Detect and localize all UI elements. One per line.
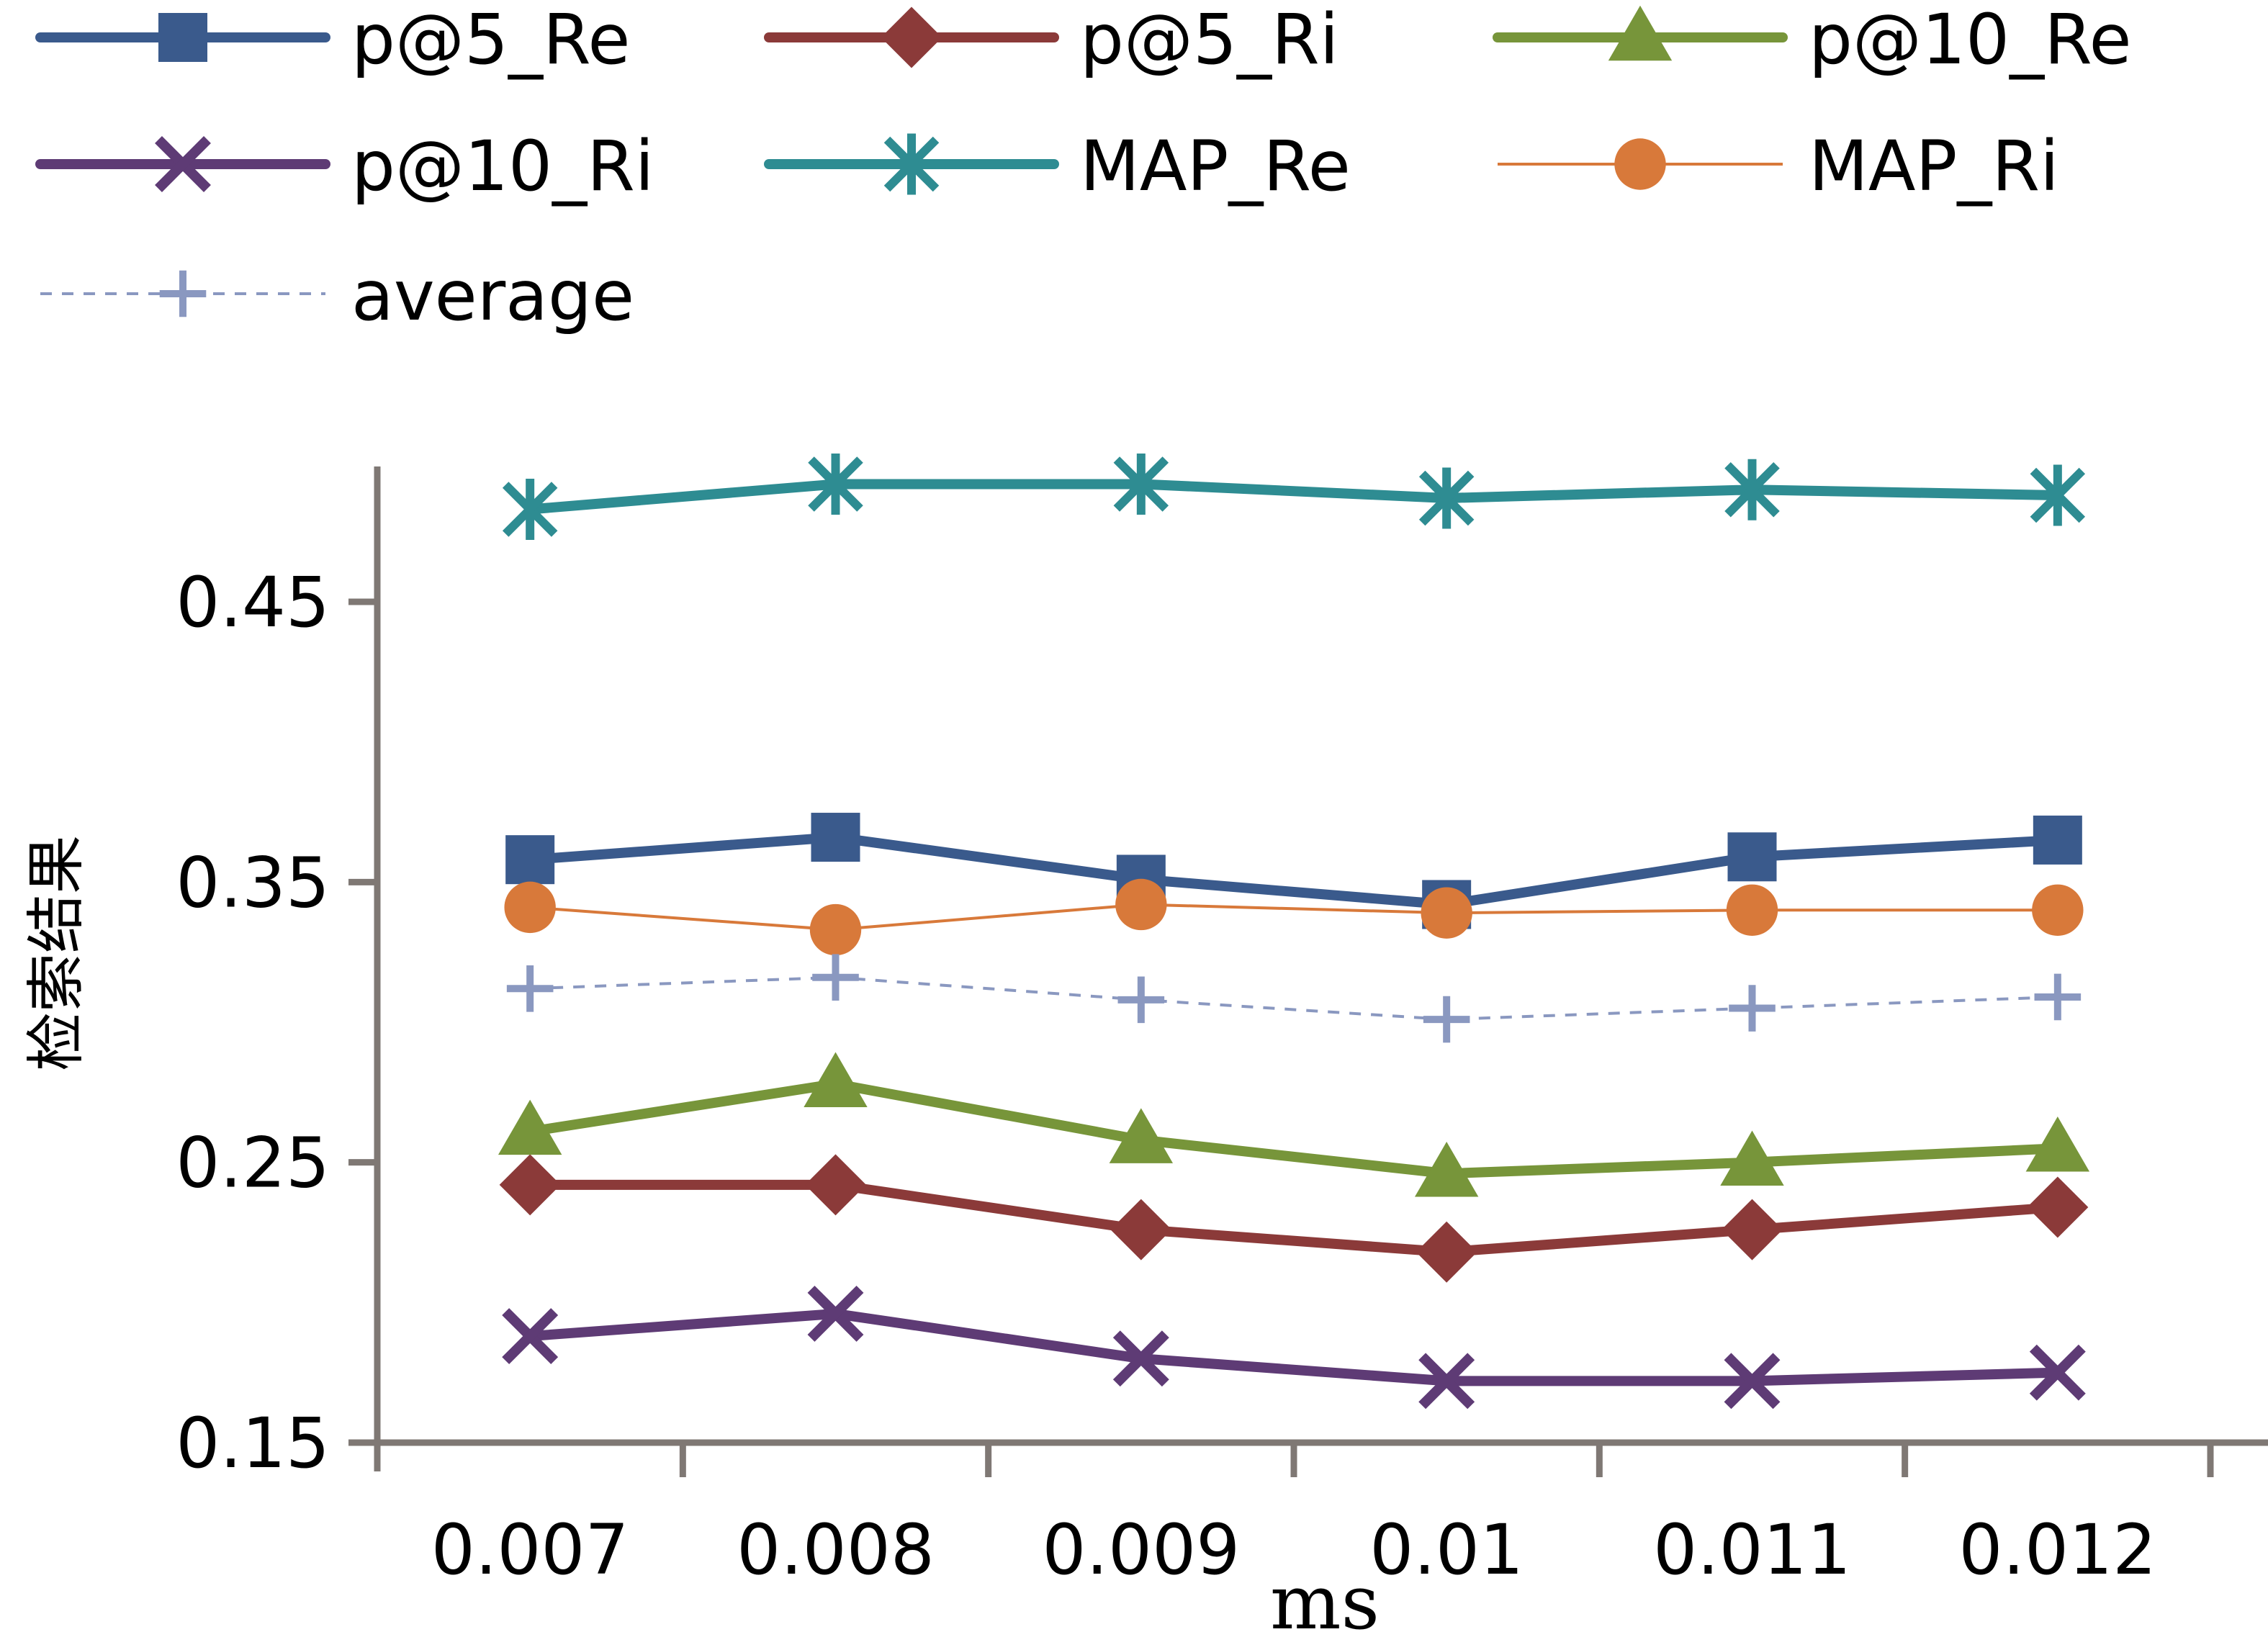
y-tick-label: 0.25 (176, 1123, 330, 1204)
legend-item: average (40, 256, 634, 336)
legend-label: p@10_Ri (351, 126, 654, 207)
data-point (809, 903, 862, 956)
data-point (2025, 1117, 2090, 1172)
data-point (1113, 453, 1169, 515)
data-point (504, 881, 556, 934)
data-point (812, 954, 859, 1001)
series-MAP_Ri (504, 878, 2084, 956)
data-point (1418, 467, 1475, 529)
legend-item: p@10_Re (1493, 0, 2132, 80)
legend-label: average (351, 256, 634, 336)
series-p@10_Re (498, 1052, 2090, 1197)
y-tick-label: 0.45 (176, 562, 330, 643)
legend-marker (1614, 138, 1666, 190)
data-point (502, 479, 558, 541)
legend-label: MAP_Re (1080, 126, 1351, 207)
series-line (529, 1078, 2058, 1179)
data-point (1112, 1330, 1169, 1387)
series-line (530, 1179, 2058, 1258)
y-axis-label: 检索结果 (22, 835, 91, 1071)
data-point (505, 835, 555, 885)
y-tick-label: 0.35 (176, 842, 330, 923)
data-point (1109, 1108, 1174, 1163)
x-tick-label: 0.01 (1369, 1510, 1524, 1590)
data-point (2029, 1344, 2086, 1401)
legend-marker (881, 6, 942, 68)
legend-marker (155, 136, 211, 192)
data-point (1115, 878, 1167, 931)
data-point (1423, 996, 1470, 1043)
legend-marker (883, 133, 940, 195)
plot-area (498, 453, 2090, 1410)
data-point (499, 1154, 561, 1216)
legend: p@5_Re p@5_Ri p@10_Re p@10_Ri MAP_Re MAP_Riav… (35, 0, 2132, 336)
data-point (1416, 1221, 1477, 1283)
data-point (805, 1154, 866, 1216)
legend-label: p@5_Re (351, 0, 630, 80)
series-p@10_Ri (502, 1285, 2086, 1410)
legend-label: p@10_Re (1809, 0, 2132, 80)
data-point (1726, 884, 1778, 936)
data-point (506, 965, 554, 1012)
data-point (1720, 1130, 1784, 1186)
series-p@5_Ri (499, 1154, 2089, 1283)
legend-item: MAP_Ri (1498, 126, 2059, 207)
series-line (529, 832, 2058, 910)
legend-item: p@10_Ri (35, 126, 654, 207)
data-point (2030, 464, 2086, 526)
data-point (2033, 815, 2082, 865)
data-point (1117, 976, 1165, 1024)
x-tick-label: 0.012 (1958, 1510, 2156, 1590)
legend-marker (158, 13, 207, 62)
data-point (808, 453, 863, 515)
data-point (804, 1052, 868, 1107)
data-point (1414, 1142, 1479, 1197)
data-point (811, 813, 860, 862)
series-line (529, 1308, 2058, 1386)
x-tick-label: 0.008 (737, 1510, 935, 1590)
data-point (2032, 884, 2084, 936)
series-average (506, 954, 2082, 1043)
series-line (530, 975, 2058, 1022)
series-line (529, 479, 2058, 515)
legend-label: MAP_Ri (1809, 126, 2059, 207)
data-point (502, 1308, 559, 1365)
x-tick-label: 0.011 (1653, 1510, 1851, 1590)
legend-label: p@5_Ri (1080, 0, 1338, 80)
data-point (498, 1099, 562, 1155)
data-point (1110, 1199, 1172, 1261)
axes: 0.15 0.25 0.35 0.45 0.007 0.008 0.009 0.01 0.011… (176, 466, 2268, 1590)
data-point (1418, 1353, 1475, 1410)
data-point (1421, 887, 1472, 939)
data-point (1724, 459, 1780, 520)
data-point (2034, 973, 2082, 1021)
data-point (1724, 1353, 1781, 1410)
x-tick-label: 0.007 (431, 1510, 629, 1590)
series-MAP_Re (502, 453, 2086, 541)
x-axis-label: ms (1270, 1559, 1380, 1637)
y-tick-label: 0.15 (176, 1403, 330, 1484)
x-tick-label: 0.009 (1042, 1510, 1240, 1590)
legend-marker (1608, 5, 1673, 61)
data-point (2027, 1176, 2089, 1238)
legend-item: p@5_Re (35, 0, 630, 80)
data-point (1727, 832, 1777, 882)
data-point (1729, 985, 1776, 1032)
legend-marker (159, 270, 207, 317)
data-point (807, 1285, 864, 1342)
legend-item: p@5_Ri (764, 0, 1338, 80)
data-point (1722, 1199, 1783, 1261)
series-line (530, 903, 2058, 932)
legend-item: MAP_Re (764, 126, 1351, 207)
